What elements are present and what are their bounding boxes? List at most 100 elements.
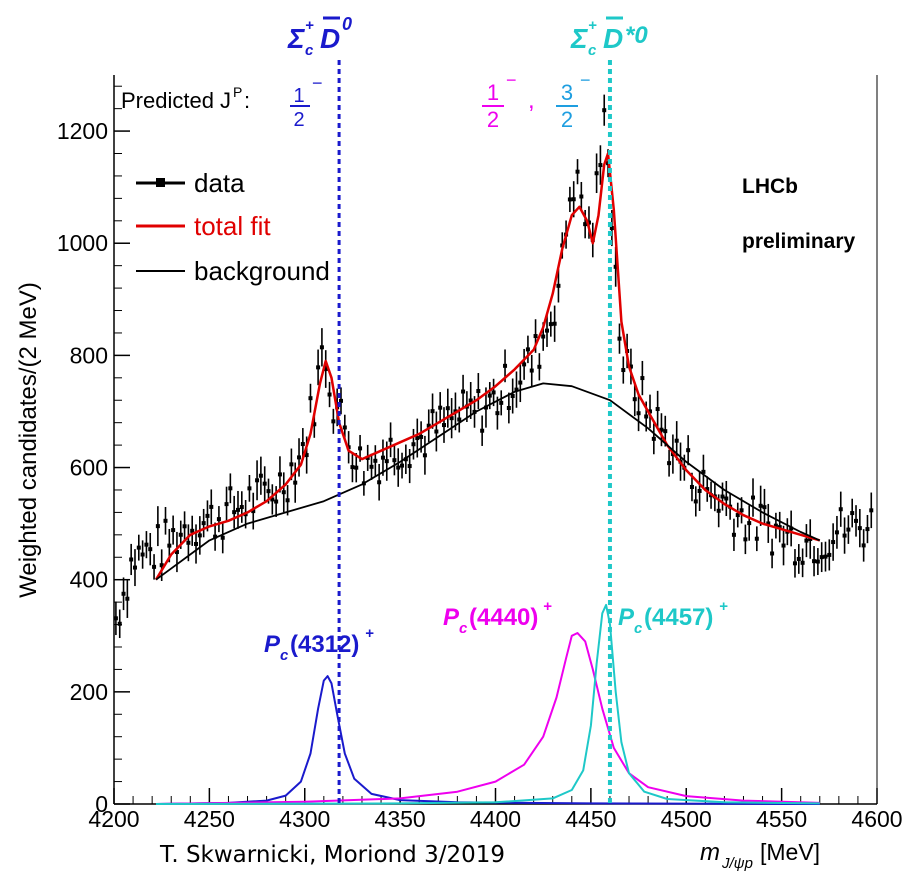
jp-3-denominator: 2	[561, 107, 573, 132]
data-point	[262, 481, 267, 486]
data-point	[602, 108, 607, 113]
data-point	[659, 427, 664, 432]
data-point	[743, 537, 748, 542]
data-point	[270, 497, 275, 502]
data-point	[403, 457, 408, 462]
data-point	[823, 554, 828, 559]
data-point	[815, 559, 820, 564]
data-point	[338, 398, 343, 403]
data-point	[766, 521, 771, 526]
credit-text: T. Skwarnicki, Moriond 3/2019	[159, 842, 505, 868]
data-point	[411, 442, 416, 447]
data-point	[281, 490, 286, 495]
data-point	[747, 521, 752, 526]
data-point	[667, 461, 672, 466]
data-point	[197, 533, 202, 538]
x-tick-label: 4400	[470, 806, 521, 832]
x-axis-label-unit: [MeV]	[760, 839, 820, 865]
data-point	[644, 414, 649, 419]
data-point	[342, 425, 347, 430]
data-point	[838, 507, 843, 512]
data-point	[293, 480, 298, 485]
data-point	[251, 509, 256, 514]
data-point	[274, 499, 279, 504]
data-point	[201, 521, 206, 526]
data-point	[697, 488, 702, 493]
data-point	[113, 616, 118, 621]
peak-1-mass: (4312)	[290, 631, 359, 658]
data-point	[308, 396, 313, 401]
data-point	[506, 406, 511, 411]
data-point	[792, 561, 797, 566]
threshold-2-star: *0	[625, 22, 648, 49]
x-tick-label: 4450	[565, 806, 616, 832]
data-point	[758, 503, 763, 508]
data-point	[770, 551, 775, 556]
x-axis-label: m J/ψp [MeV]	[700, 839, 820, 872]
data-point	[522, 362, 527, 367]
data-point	[300, 442, 305, 447]
data-point	[808, 537, 813, 542]
data-point	[140, 552, 145, 557]
peak-label-4312: P c (4312) +	[264, 625, 374, 664]
data-point	[731, 532, 736, 537]
data-point	[323, 367, 328, 372]
data-point	[380, 455, 385, 460]
data-point	[377, 480, 382, 485]
data-point	[144, 542, 149, 547]
data-point	[865, 527, 870, 532]
data-point	[621, 368, 626, 373]
data-point	[857, 526, 862, 531]
data-point	[594, 171, 599, 176]
data-point	[419, 434, 424, 439]
x-tick-label: 4350	[375, 806, 426, 832]
peak-3-p: P	[618, 604, 635, 631]
data-point	[773, 523, 778, 528]
jp-1-denominator: 2	[293, 109, 304, 131]
data-point	[136, 545, 141, 550]
data-point	[388, 437, 393, 442]
peak-2-sub: c	[459, 620, 468, 637]
data-point	[297, 455, 302, 460]
data-point	[720, 494, 725, 499]
predicted-jp-colon: :	[244, 88, 250, 113]
data-point	[846, 527, 851, 532]
data-point	[739, 508, 744, 513]
data-point	[628, 364, 633, 369]
data-point	[316, 365, 321, 370]
data-point	[598, 163, 603, 168]
data-point	[636, 411, 641, 416]
data-point	[163, 518, 168, 523]
data-point	[575, 169, 580, 174]
data-point	[117, 621, 122, 626]
peak-3-mass: (4457)	[644, 604, 713, 631]
data-point	[762, 505, 767, 510]
x-axis-label-m: m	[700, 839, 720, 866]
data-point	[583, 222, 588, 227]
data-point	[434, 429, 439, 434]
y-axis-label: Weighted candidates/(2 MeV)	[15, 282, 42, 598]
data-point	[327, 392, 332, 397]
data-point	[258, 473, 263, 478]
peak-label-4457: P c (4457) +	[618, 598, 728, 637]
data-point	[224, 502, 229, 507]
data-point	[724, 496, 729, 501]
data-point	[232, 510, 237, 515]
threshold-2-sub: c	[588, 42, 597, 59]
peak-1-sup: +	[365, 625, 374, 642]
curve-pc-4440	[155, 632, 820, 805]
data-point	[247, 486, 252, 491]
data-point	[422, 453, 427, 458]
data-point	[789, 526, 794, 531]
data-point	[869, 508, 874, 513]
data-point	[186, 540, 191, 545]
jp-2-parity: −	[506, 70, 517, 90]
data-point	[586, 220, 591, 225]
data-point	[468, 398, 473, 403]
data-point	[125, 596, 130, 601]
y-tick-label: 0	[95, 791, 108, 817]
curve-background	[155, 382, 821, 581]
data-point	[480, 428, 485, 433]
peak-2-p: P	[443, 604, 460, 631]
data-point	[152, 564, 157, 569]
